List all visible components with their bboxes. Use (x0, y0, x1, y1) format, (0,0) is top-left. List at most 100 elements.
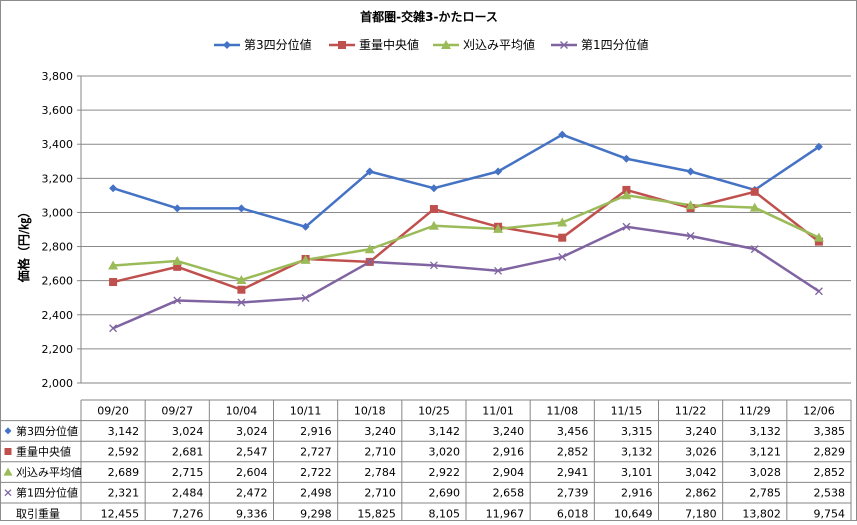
table-cell: 2,852 (557, 446, 589, 459)
table-cell: 3,385 (814, 425, 846, 438)
table-cell: 8,105 (429, 507, 461, 520)
y-tick-label: 2,000 (42, 377, 74, 390)
chart-title: 首都圏-交雑3-かたロース (360, 9, 498, 24)
table-cell: 3,024 (236, 425, 268, 438)
table-cell: 2,722 (300, 466, 332, 479)
table-cell: 2,547 (236, 446, 268, 459)
x-tick-label: 11/22 (675, 404, 707, 417)
table-cell: 2,472 (236, 487, 268, 500)
table-cell: 2,862 (685, 487, 717, 500)
y-tick-label: 3,000 (42, 206, 74, 219)
y-tick-label: 3,400 (42, 138, 74, 151)
table-cell: 3,101 (621, 466, 653, 479)
data-point (750, 187, 759, 196)
table-cell: 9,336 (236, 507, 268, 520)
legend-item: 第3四分位値 (214, 37, 312, 52)
data-point (237, 285, 246, 294)
series-line-4 (112, 225, 820, 330)
data-point (494, 167, 503, 176)
x-tick-label: 10/25 (418, 404, 450, 417)
x-tick-label: 10/04 (226, 404, 258, 417)
table-cell: 3,026 (685, 446, 717, 459)
table-cell: 2,916 (493, 446, 525, 459)
data-point (558, 252, 567, 261)
data-point (173, 296, 182, 305)
data-point (749, 202, 760, 212)
table-cell: 3,028 (749, 466, 781, 479)
table-cell: 2,852 (814, 466, 846, 479)
table-cell: 2,592 (108, 446, 140, 459)
data-point (365, 257, 374, 266)
y-tick-label: 2,400 (42, 309, 74, 322)
table-legend-marker (4, 448, 12, 455)
table-cell: 2,689 (108, 466, 140, 479)
data-point (237, 298, 246, 307)
data-point (622, 154, 631, 163)
table-cell: 3,121 (749, 446, 781, 459)
y-tick-label: 3,600 (42, 104, 74, 117)
table-cell: 2,690 (429, 487, 461, 500)
data-point (173, 262, 182, 271)
table-cell: 2,727 (300, 446, 332, 459)
legend-item: 刈込み平均値 (433, 37, 535, 52)
x-tick-label: 11/01 (482, 404, 514, 417)
x-tick-label: 11/15 (611, 404, 643, 417)
data-point (429, 205, 438, 214)
table-row-label: 第3四分位値 (16, 424, 78, 438)
data-point (429, 261, 438, 270)
data-point (814, 287, 823, 296)
data-point (429, 184, 438, 193)
data-point (558, 233, 567, 242)
table-cell: 2,785 (749, 487, 781, 500)
y-axis: 2,000 2,200 2,400 2,600 2,800 3,000 3,200 3,400… (42, 70, 82, 390)
table-cell: 2,904 (493, 466, 525, 479)
data-point (621, 190, 632, 200)
table-cell: 3,240 (493, 425, 525, 438)
data-point (622, 185, 631, 194)
data-point (813, 232, 824, 242)
table-cell: 3,240 (685, 425, 717, 438)
legend-item: 第1四分位値 (551, 37, 649, 52)
x-tick-label: 10/11 (290, 404, 322, 417)
x-tick-label: 09/27 (161, 404, 193, 417)
data-point (428, 220, 439, 230)
y-tick-label: 3,800 (42, 70, 74, 83)
data-point (237, 204, 246, 213)
table-cell: 3,132 (749, 425, 781, 438)
data-point (301, 222, 310, 231)
table-cell: 2,784 (364, 466, 396, 479)
table-cell: 2,498 (300, 487, 332, 500)
table-legend-marker (4, 427, 12, 435)
data-point (558, 130, 567, 139)
table-cell: 2,658 (493, 487, 525, 500)
table-cell: 3,240 (364, 425, 396, 438)
table-row-label: 第1四分位値 (16, 486, 78, 500)
legend-marker (441, 40, 451, 49)
y-tick-label: 2,200 (42, 343, 74, 356)
table-cell: 12,455 (101, 507, 140, 520)
table-cell: 7,180 (685, 507, 717, 520)
table-cell: 2,941 (557, 466, 589, 479)
legend: 第3四分位値 重量中央値 刈込み平均値 第1四分位値 (214, 37, 649, 52)
legend-marker (338, 41, 346, 49)
table-cell: 13,802 (742, 507, 781, 520)
x-tick-label: 11/29 (739, 404, 771, 417)
table-cell: 2,715 (172, 466, 204, 479)
data-point (109, 324, 118, 333)
table-cell: 2,710 (364, 487, 396, 500)
series-line-1 (112, 133, 820, 229)
table-cell: 2,538 (814, 487, 846, 500)
data-table: 09/20 09/27 10/04 10/11 10/18 10/25 11/01 11/08… (1, 399, 852, 525)
legend-marker (560, 41, 568, 49)
x-tick-label: 09/20 (97, 404, 129, 417)
legend-label: 第1四分位値 (581, 37, 649, 52)
data-point (685, 200, 696, 210)
x-tick-label: 10/18 (354, 404, 386, 417)
table-cell: 3,142 (108, 425, 140, 438)
data-point (364, 244, 375, 254)
table-row-label: 重量中央値 (16, 445, 71, 459)
table-cell: 3,456 (557, 425, 589, 438)
data-point (493, 223, 504, 233)
